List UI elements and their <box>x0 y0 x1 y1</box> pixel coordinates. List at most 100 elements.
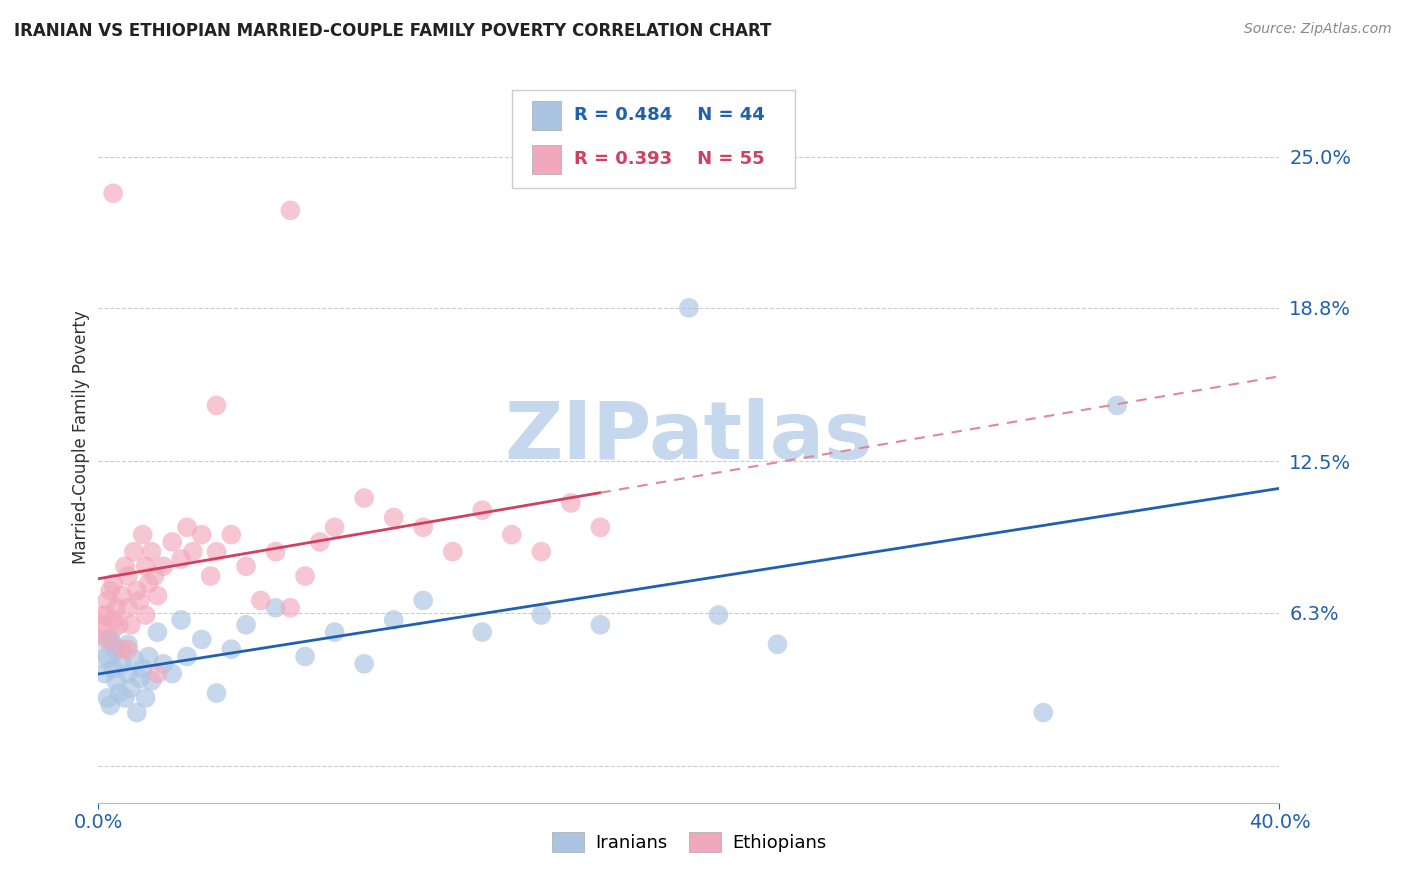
Point <box>170 613 193 627</box>
Point <box>152 559 174 574</box>
Point <box>103 186 125 201</box>
Point <box>96 593 118 607</box>
Point <box>412 520 434 534</box>
Point <box>471 503 494 517</box>
Point <box>176 520 198 534</box>
Point <box>93 666 115 681</box>
Point <box>93 617 115 632</box>
Point <box>152 657 174 671</box>
Point <box>200 569 222 583</box>
Point <box>111 642 134 657</box>
Point <box>471 625 494 640</box>
Point <box>132 662 155 676</box>
Point <box>117 666 139 681</box>
Point <box>125 583 148 598</box>
Point <box>264 600 287 615</box>
Point <box>122 652 145 666</box>
Point <box>98 698 121 713</box>
Point <box>280 203 302 218</box>
Point <box>382 613 405 627</box>
Point <box>176 649 198 664</box>
FancyBboxPatch shape <box>531 145 561 174</box>
Point <box>114 559 136 574</box>
FancyBboxPatch shape <box>531 101 561 130</box>
Point <box>353 657 375 671</box>
Point <box>103 576 125 591</box>
Point <box>93 642 115 657</box>
Point <box>205 544 228 558</box>
Point <box>146 666 169 681</box>
Point <box>98 583 121 598</box>
Text: IRANIAN VS ETHIOPIAN MARRIED-COUPLE FAMILY POVERTY CORRELATION CHART: IRANIAN VS ETHIOPIAN MARRIED-COUPLE FAMI… <box>14 22 772 40</box>
Point <box>205 398 228 412</box>
Point <box>120 681 142 696</box>
Point <box>105 600 128 615</box>
Point <box>117 600 139 615</box>
Text: Source: ZipAtlas.com: Source: ZipAtlas.com <box>1244 22 1392 37</box>
Point <box>96 632 118 647</box>
Point <box>146 589 169 603</box>
Text: R = 0.484    N = 44: R = 0.484 N = 44 <box>575 106 765 124</box>
Point <box>135 608 157 623</box>
Point <box>766 637 789 651</box>
Text: R = 0.393    N = 55: R = 0.393 N = 55 <box>575 150 765 168</box>
Point <box>103 613 125 627</box>
Point <box>96 649 118 664</box>
Point <box>135 690 157 705</box>
Point <box>1107 398 1129 412</box>
Point <box>114 690 136 705</box>
Point <box>678 301 700 315</box>
Point <box>111 657 134 671</box>
Point <box>382 510 405 524</box>
Point <box>108 617 131 632</box>
Point <box>589 617 612 632</box>
Point <box>138 649 160 664</box>
Point <box>141 673 163 688</box>
Point <box>111 589 134 603</box>
Point <box>323 520 346 534</box>
Point <box>135 559 157 574</box>
Point <box>122 544 145 558</box>
Point <box>117 642 139 657</box>
Point <box>96 690 118 705</box>
Point <box>128 593 150 607</box>
Point <box>353 491 375 505</box>
Point <box>235 617 257 632</box>
Point <box>589 520 612 534</box>
Point <box>323 625 346 640</box>
Point <box>162 666 183 681</box>
FancyBboxPatch shape <box>512 90 796 188</box>
Point <box>412 593 434 607</box>
Point <box>93 608 115 623</box>
Point <box>103 662 125 676</box>
Point <box>146 625 169 640</box>
Point <box>120 617 142 632</box>
Point <box>181 544 204 558</box>
Point <box>191 527 214 541</box>
Point <box>205 686 228 700</box>
Point <box>105 673 128 688</box>
Point <box>221 527 243 541</box>
Point <box>105 642 128 657</box>
Point <box>117 637 139 651</box>
Point <box>250 593 273 607</box>
Point <box>264 544 287 558</box>
Point <box>98 632 121 647</box>
Point <box>90 617 112 632</box>
Point <box>108 686 131 700</box>
Point <box>221 642 243 657</box>
Point <box>560 496 582 510</box>
Point <box>707 608 730 623</box>
Point <box>143 569 166 583</box>
Point <box>125 706 148 720</box>
Point <box>530 608 553 623</box>
Point <box>117 569 139 583</box>
Point <box>141 544 163 558</box>
Point <box>294 649 316 664</box>
Point <box>191 632 214 647</box>
Point <box>138 576 160 591</box>
Point <box>235 559 257 574</box>
Point <box>132 527 155 541</box>
Y-axis label: Married-Couple Family Poverty: Married-Couple Family Poverty <box>72 310 90 564</box>
Point <box>501 527 523 541</box>
